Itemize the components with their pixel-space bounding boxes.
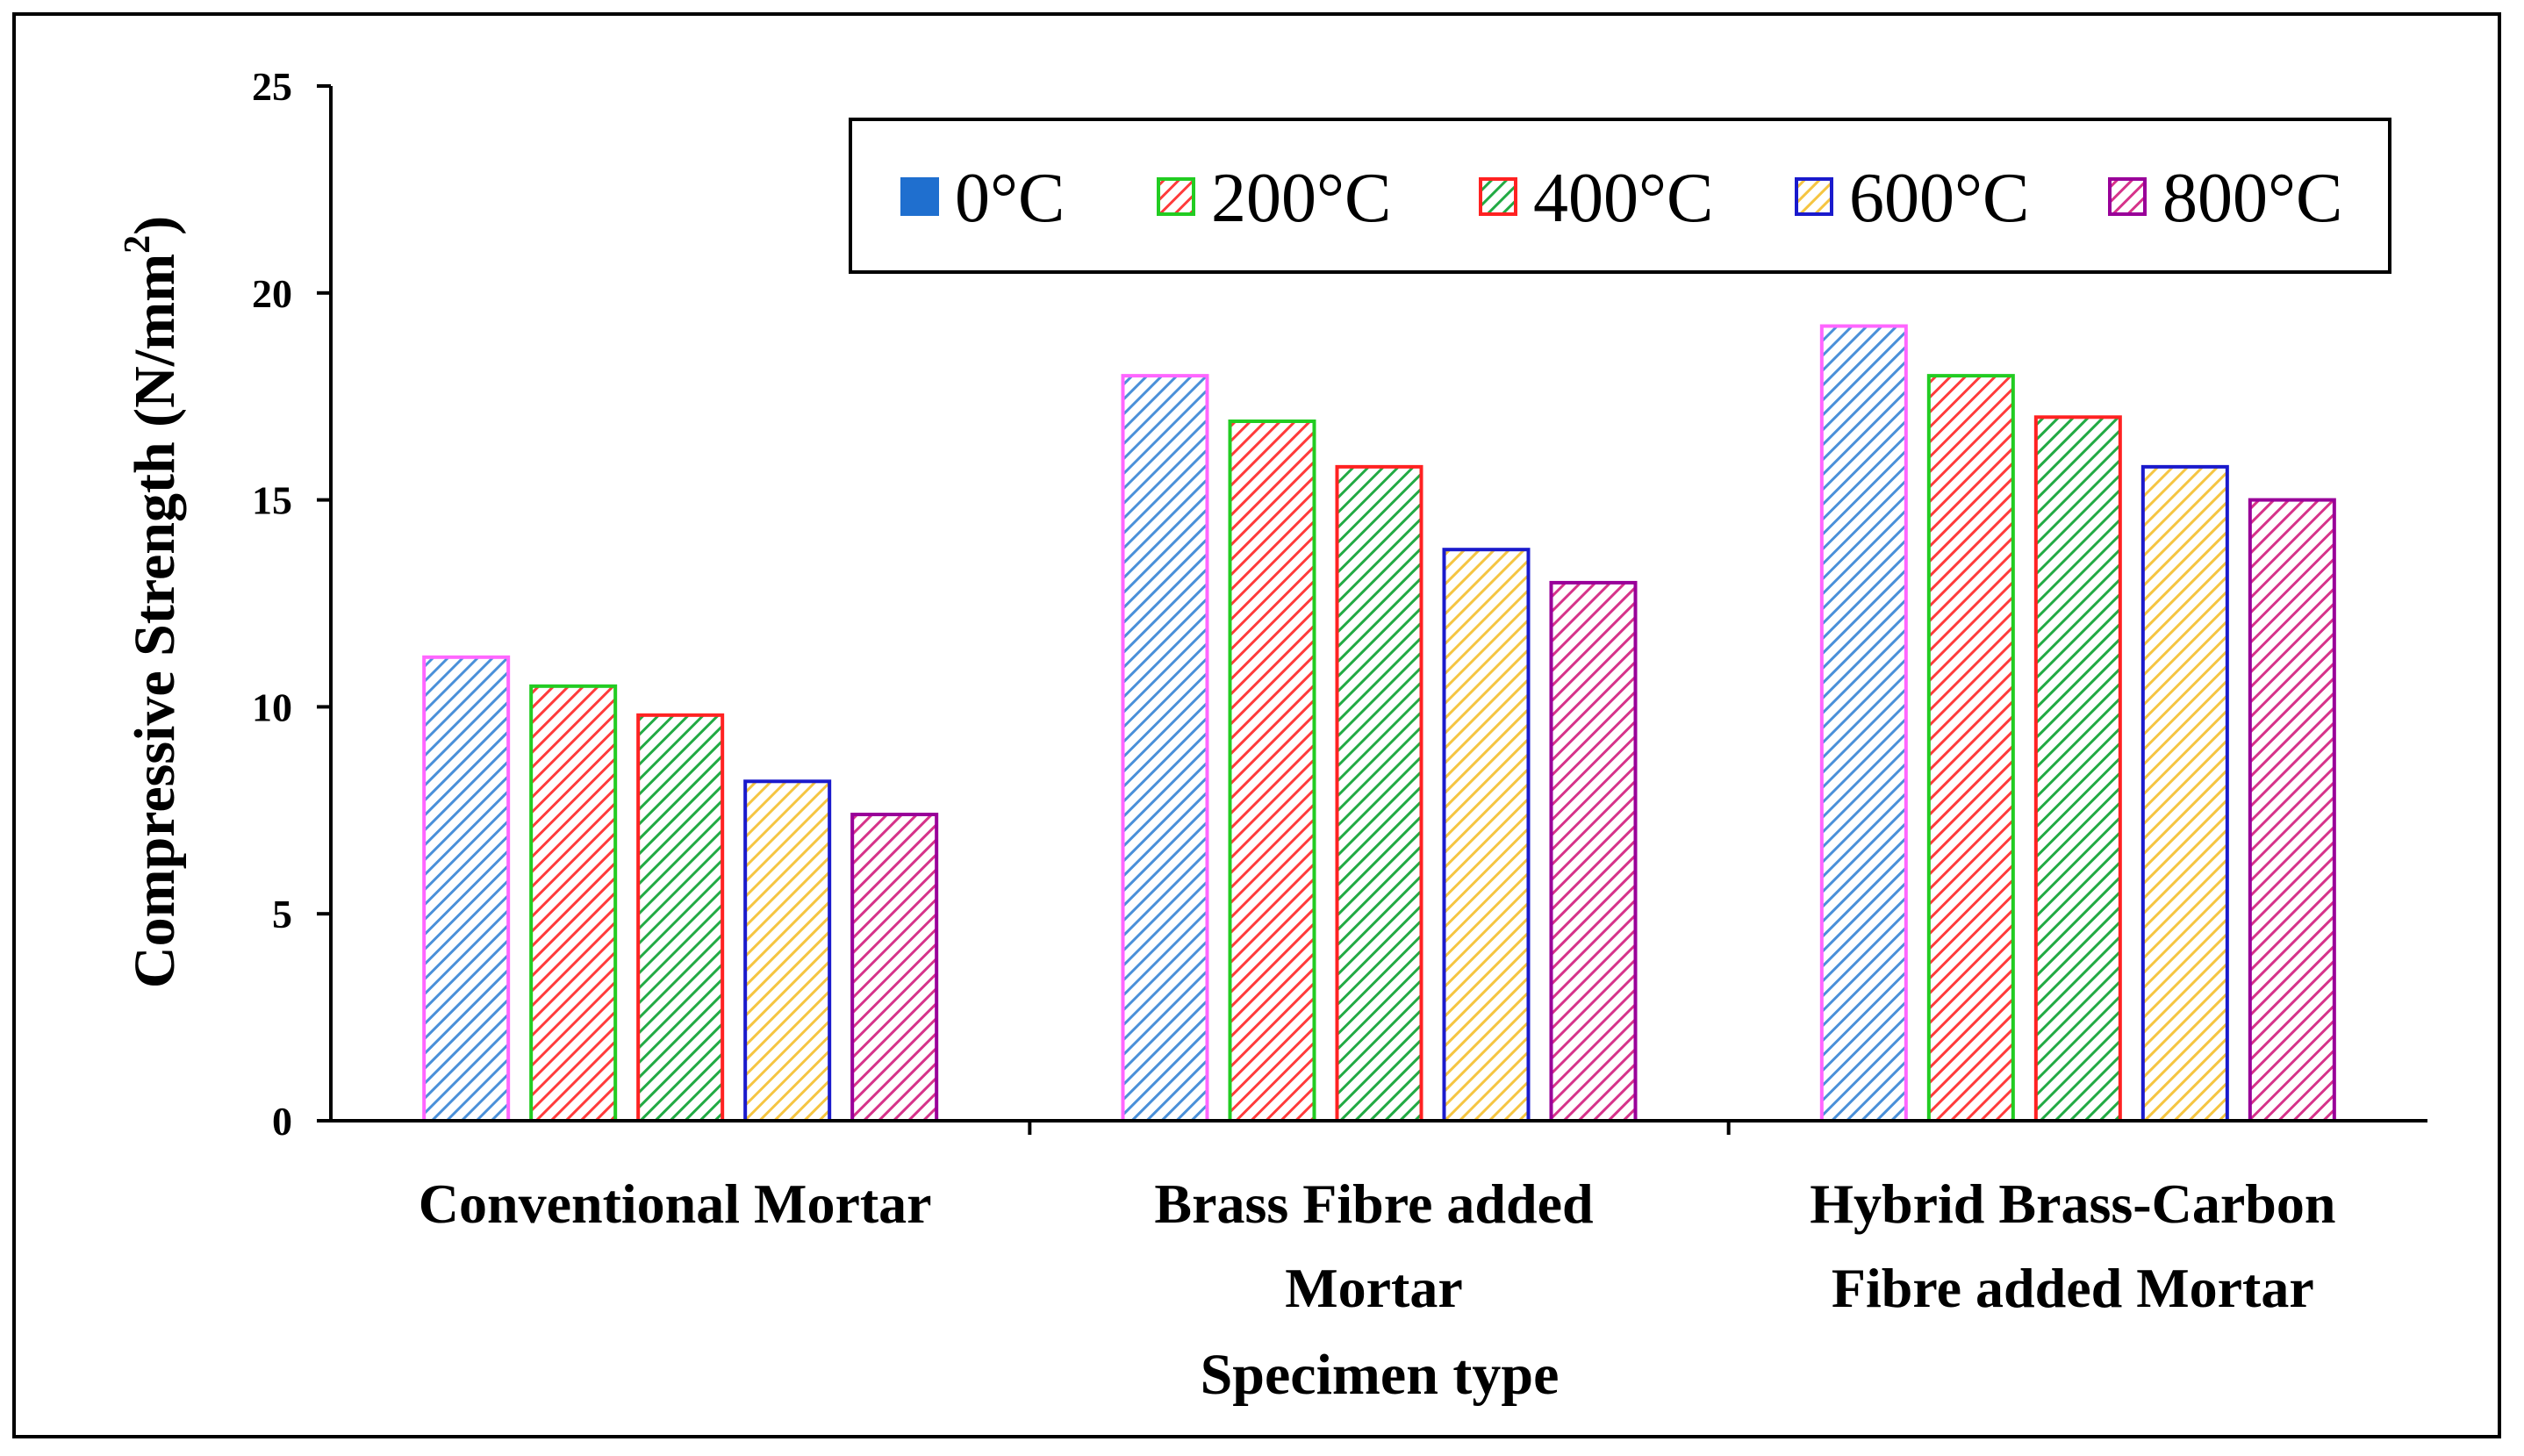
y-tick-label: 25: [252, 64, 292, 109]
axes-layer: [317, 84, 2427, 1135]
y-tick-label: 15: [252, 478, 292, 523]
x-category-label: Fibre added Mortar: [1832, 1257, 2314, 1319]
bar-600Cc-cat1: [743, 779, 832, 1123]
bar-200Cc-cat3: [1926, 374, 2015, 1122]
bar-0Cc-cat2: [1121, 374, 1209, 1122]
x-category-label: Hybrid Brass-Carbon: [1810, 1173, 2335, 1235]
text-layer: 0 5 10 15 20 25 Conventional Mortar Brass Fibre…: [118, 64, 2335, 1407]
bar-400Cc-cat1: [636, 713, 725, 1122]
y-tick-label: 0: [272, 1099, 292, 1144]
bar-200Cc-cat2: [1228, 419, 1316, 1123]
bar-600Cc-cat2: [1442, 548, 1531, 1122]
bar-200Cc-cat1: [529, 684, 618, 1122]
bars-layer: [422, 324, 2336, 1123]
bar-400Cc-cat3: [2033, 415, 2122, 1122]
legend-label: 200°C: [1211, 160, 1391, 237]
x-axis-title: Specimen type: [1201, 1343, 1560, 1407]
x-category-label: Brass Fibre added: [1154, 1173, 1593, 1235]
legend: 0°C 200°C 400°C 600°C 800°C: [849, 118, 2391, 274]
x-category-label: Mortar: [1285, 1257, 1463, 1319]
x-category-label: Conventional Mortar: [419, 1173, 932, 1235]
legend-label: 0°C: [955, 160, 1065, 237]
bar-400Cc-cat2: [1335, 464, 1423, 1122]
legend-swatch: [1795, 177, 1833, 216]
bar-0Cc-cat1: [422, 655, 511, 1122]
legend-label: 600°C: [1849, 160, 2029, 237]
y-tick-label: 10: [252, 685, 292, 729]
legend-swatch: [1157, 177, 1195, 216]
chart-frame: 0 5 10 15 20 25 Conventional Mortar Brass Fibre…: [12, 12, 2501, 1438]
bar-800Cc-cat1: [850, 813, 939, 1122]
bar-chart: 0 5 10 15 20 25 Conventional Mortar Brass Fibre…: [118, 64, 2427, 1407]
legend-swatch: [2108, 177, 2147, 216]
bar-600Cc-cat3: [2140, 464, 2229, 1122]
bar-800Cc-cat3: [2248, 498, 2336, 1122]
bar-800Cc-cat2: [1549, 580, 1638, 1122]
y-tick-label: 20: [252, 271, 292, 316]
y-tick-label: 5: [272, 892, 292, 936]
bar-0Cc-cat3: [1819, 324, 1908, 1122]
legend-label: 800°C: [2162, 160, 2342, 237]
legend-label: 400°C: [1533, 160, 1713, 237]
legend-swatch: [900, 177, 939, 216]
y-axis-title: Compressive Strength (N/mm2): [118, 216, 187, 988]
legend-swatch: [1479, 177, 1517, 216]
